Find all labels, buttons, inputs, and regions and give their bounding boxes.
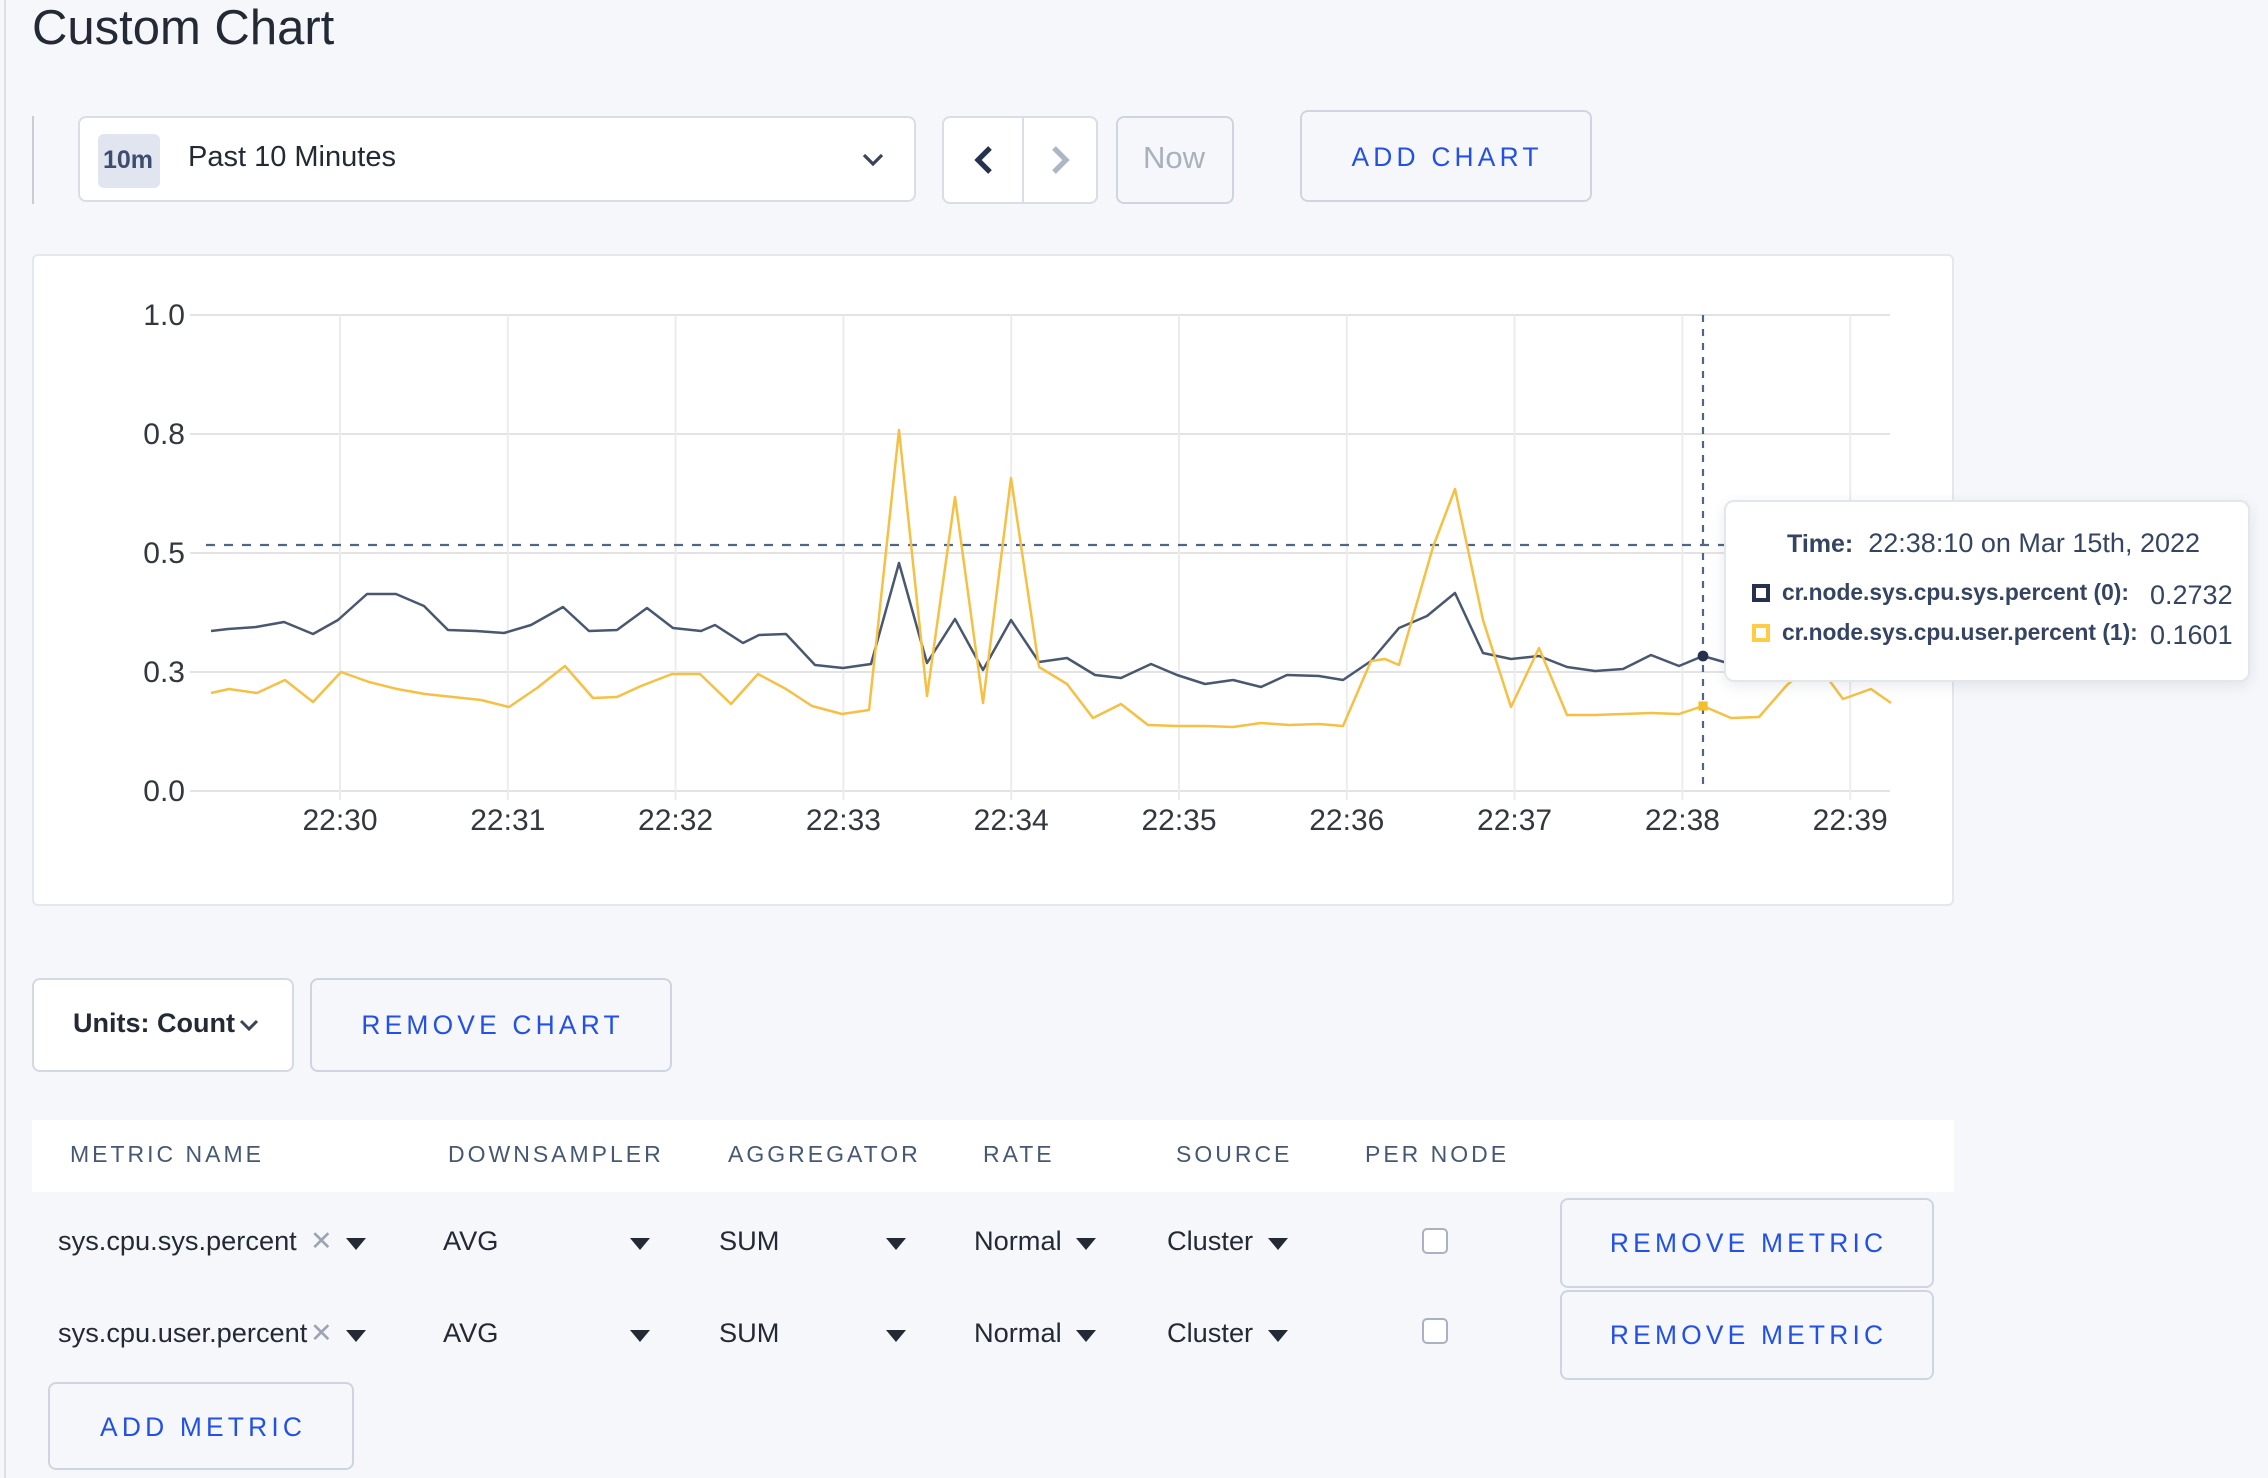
svg-text:0.3: 0.3	[143, 655, 185, 688]
svg-text:22:34: 22:34	[974, 803, 1049, 836]
svg-text:0.0: 0.0	[143, 774, 185, 807]
svg-text:22:37: 22:37	[1477, 803, 1552, 836]
svg-text:0.8: 0.8	[143, 417, 185, 450]
svg-text:22:39: 22:39	[1813, 803, 1888, 836]
svg-text:22:32: 22:32	[638, 803, 713, 836]
svg-text:1.0: 1.0	[143, 298, 185, 331]
svg-text:22:36: 22:36	[1309, 803, 1384, 836]
svg-text:22:35: 22:35	[1141, 803, 1216, 836]
svg-text:22:38: 22:38	[1645, 803, 1720, 836]
svg-text:22:33: 22:33	[806, 803, 881, 836]
svg-text:22:31: 22:31	[470, 803, 545, 836]
svg-text:22:30: 22:30	[302, 803, 377, 836]
svg-text:0.5: 0.5	[143, 536, 185, 569]
